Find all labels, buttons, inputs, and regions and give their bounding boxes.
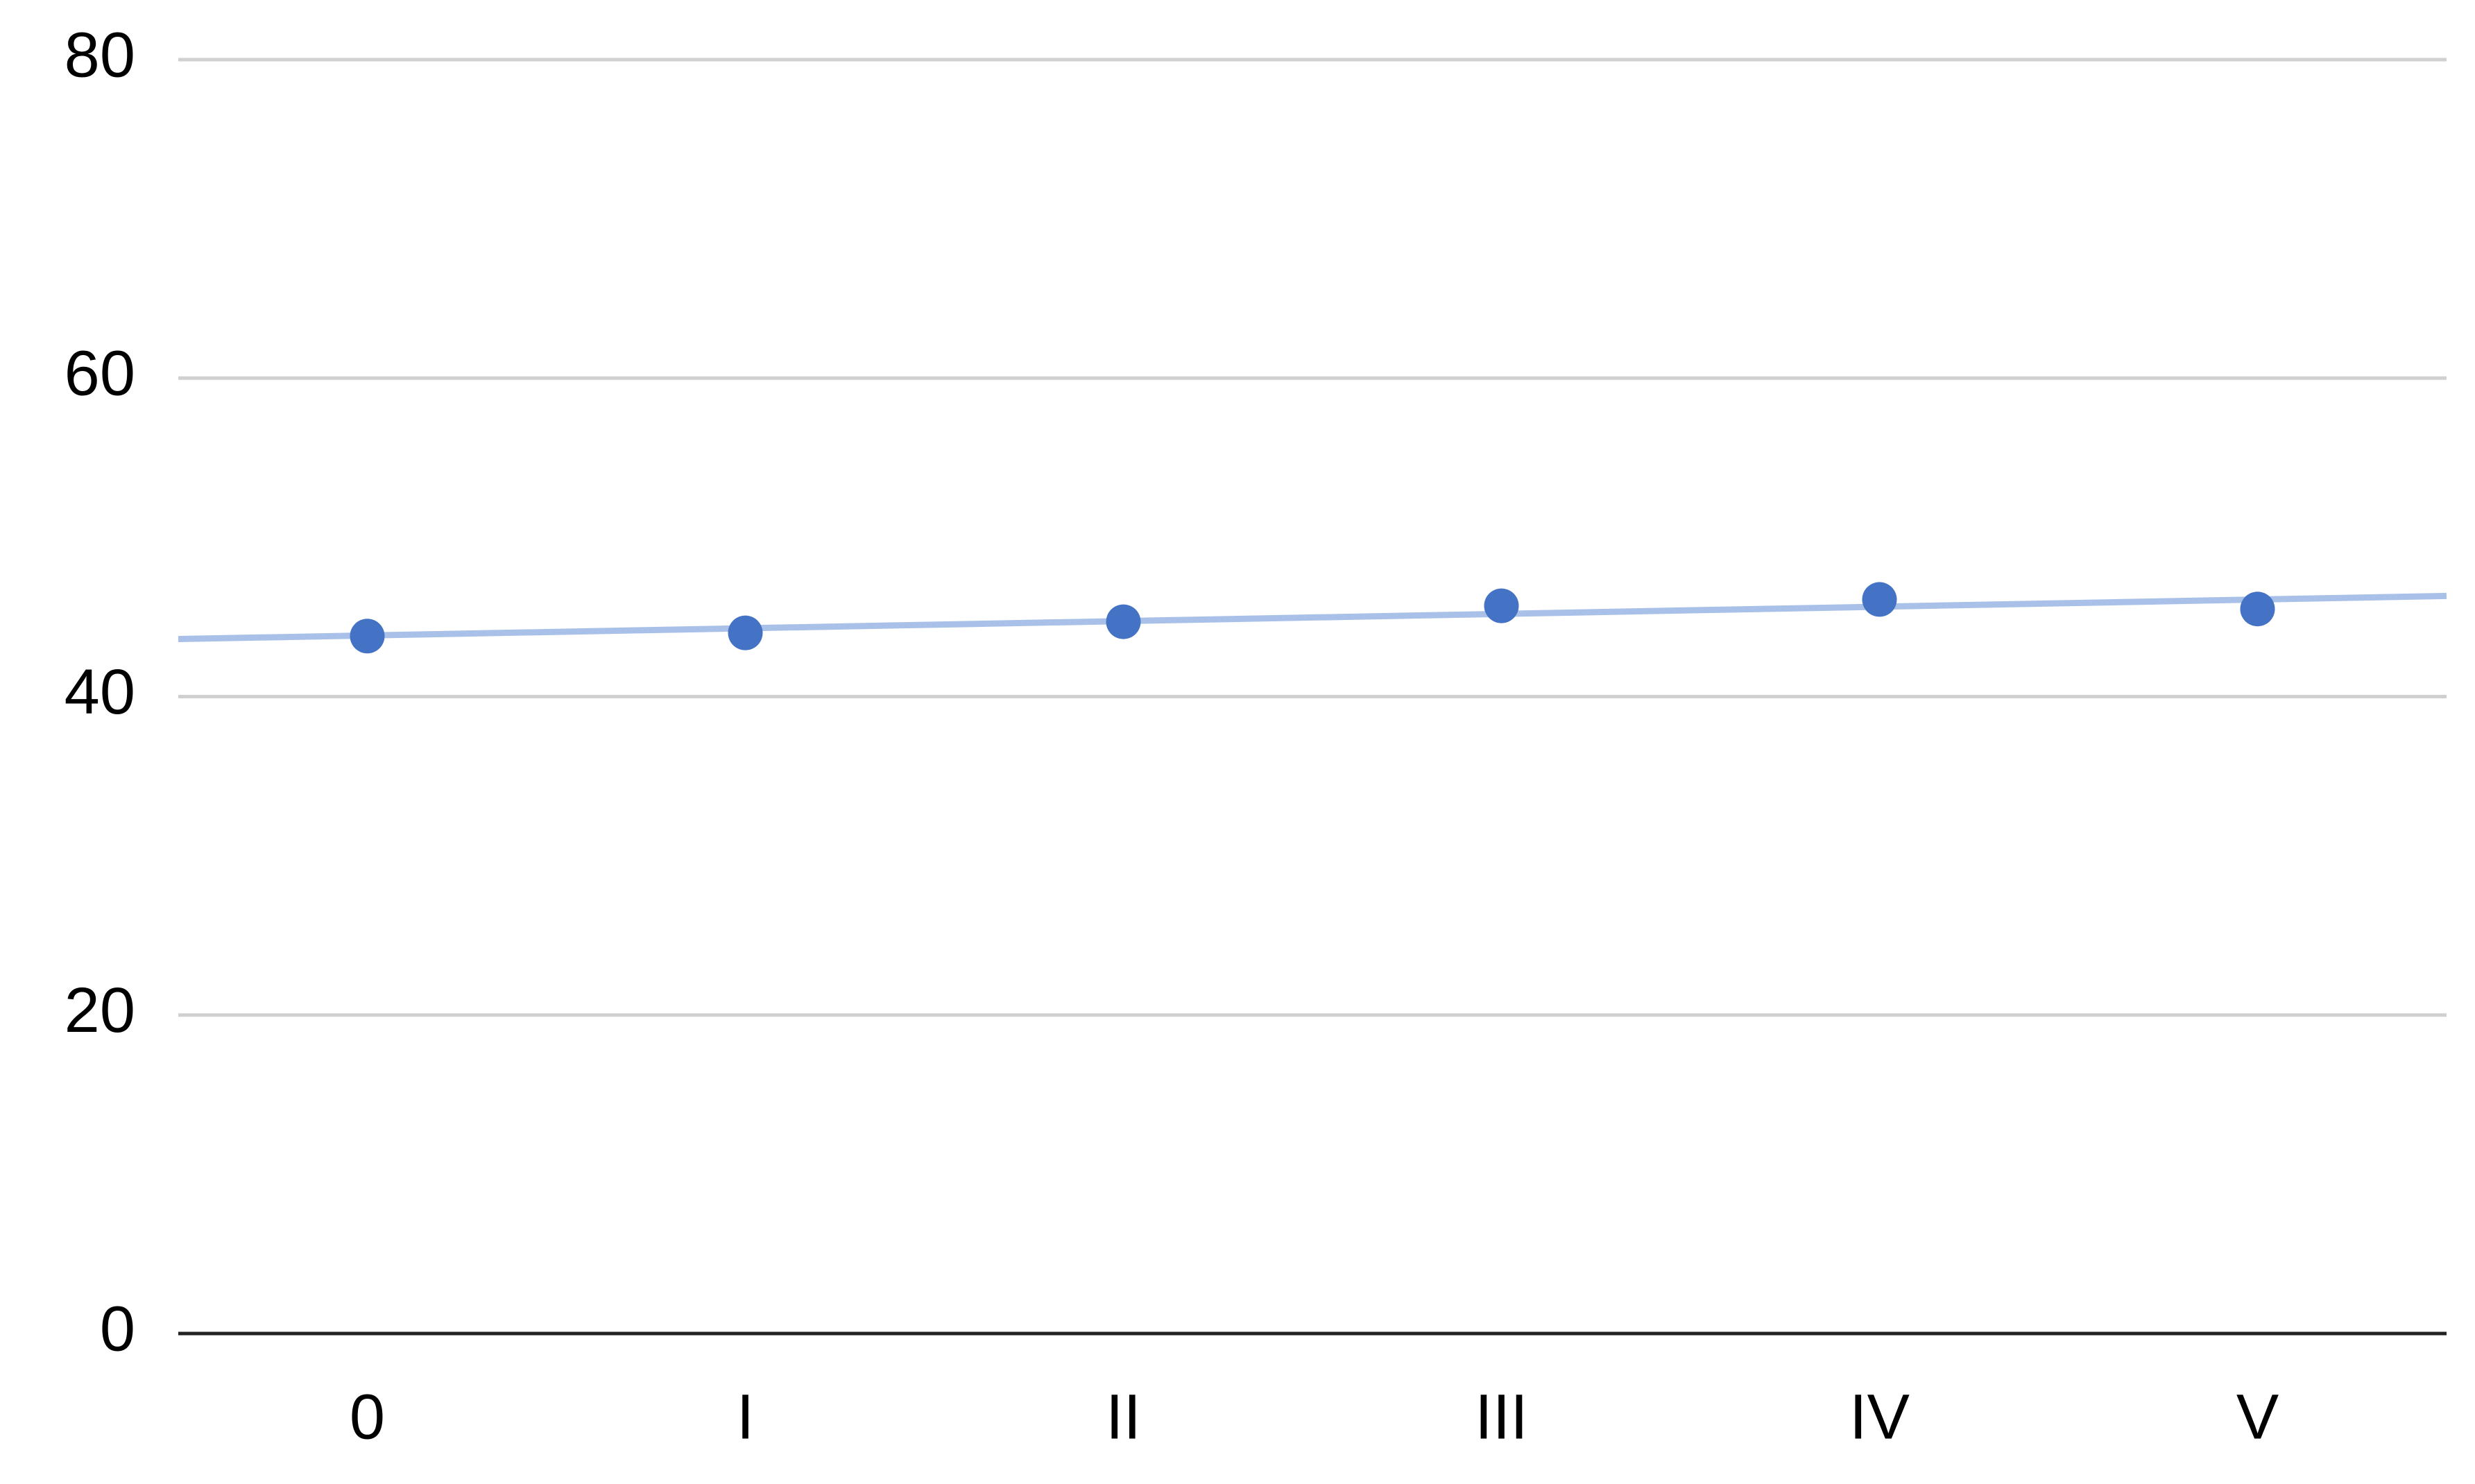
trendline <box>178 592 2447 643</box>
x-tick-label: I <box>737 1381 755 1452</box>
y-tick-label: 60 <box>65 338 135 409</box>
point <box>728 615 763 650</box>
point <box>350 619 385 654</box>
point <box>2240 592 2275 627</box>
x-tick-label: V <box>2236 1381 2279 1452</box>
x-tick-label: III <box>1475 1381 1528 1452</box>
y-tick-label: 80 <box>65 19 135 90</box>
y-tick-label: 20 <box>65 975 135 1046</box>
y-tick-label: 40 <box>65 657 135 727</box>
point <box>1106 604 1141 639</box>
x-tick-label: 0 <box>350 1381 385 1452</box>
point <box>1862 582 1897 617</box>
x-tick-label: IV <box>1849 1381 1910 1452</box>
y-tick-label: 0 <box>100 1293 135 1364</box>
x-tick-label: II <box>1106 1381 1141 1452</box>
point <box>1484 588 1519 623</box>
